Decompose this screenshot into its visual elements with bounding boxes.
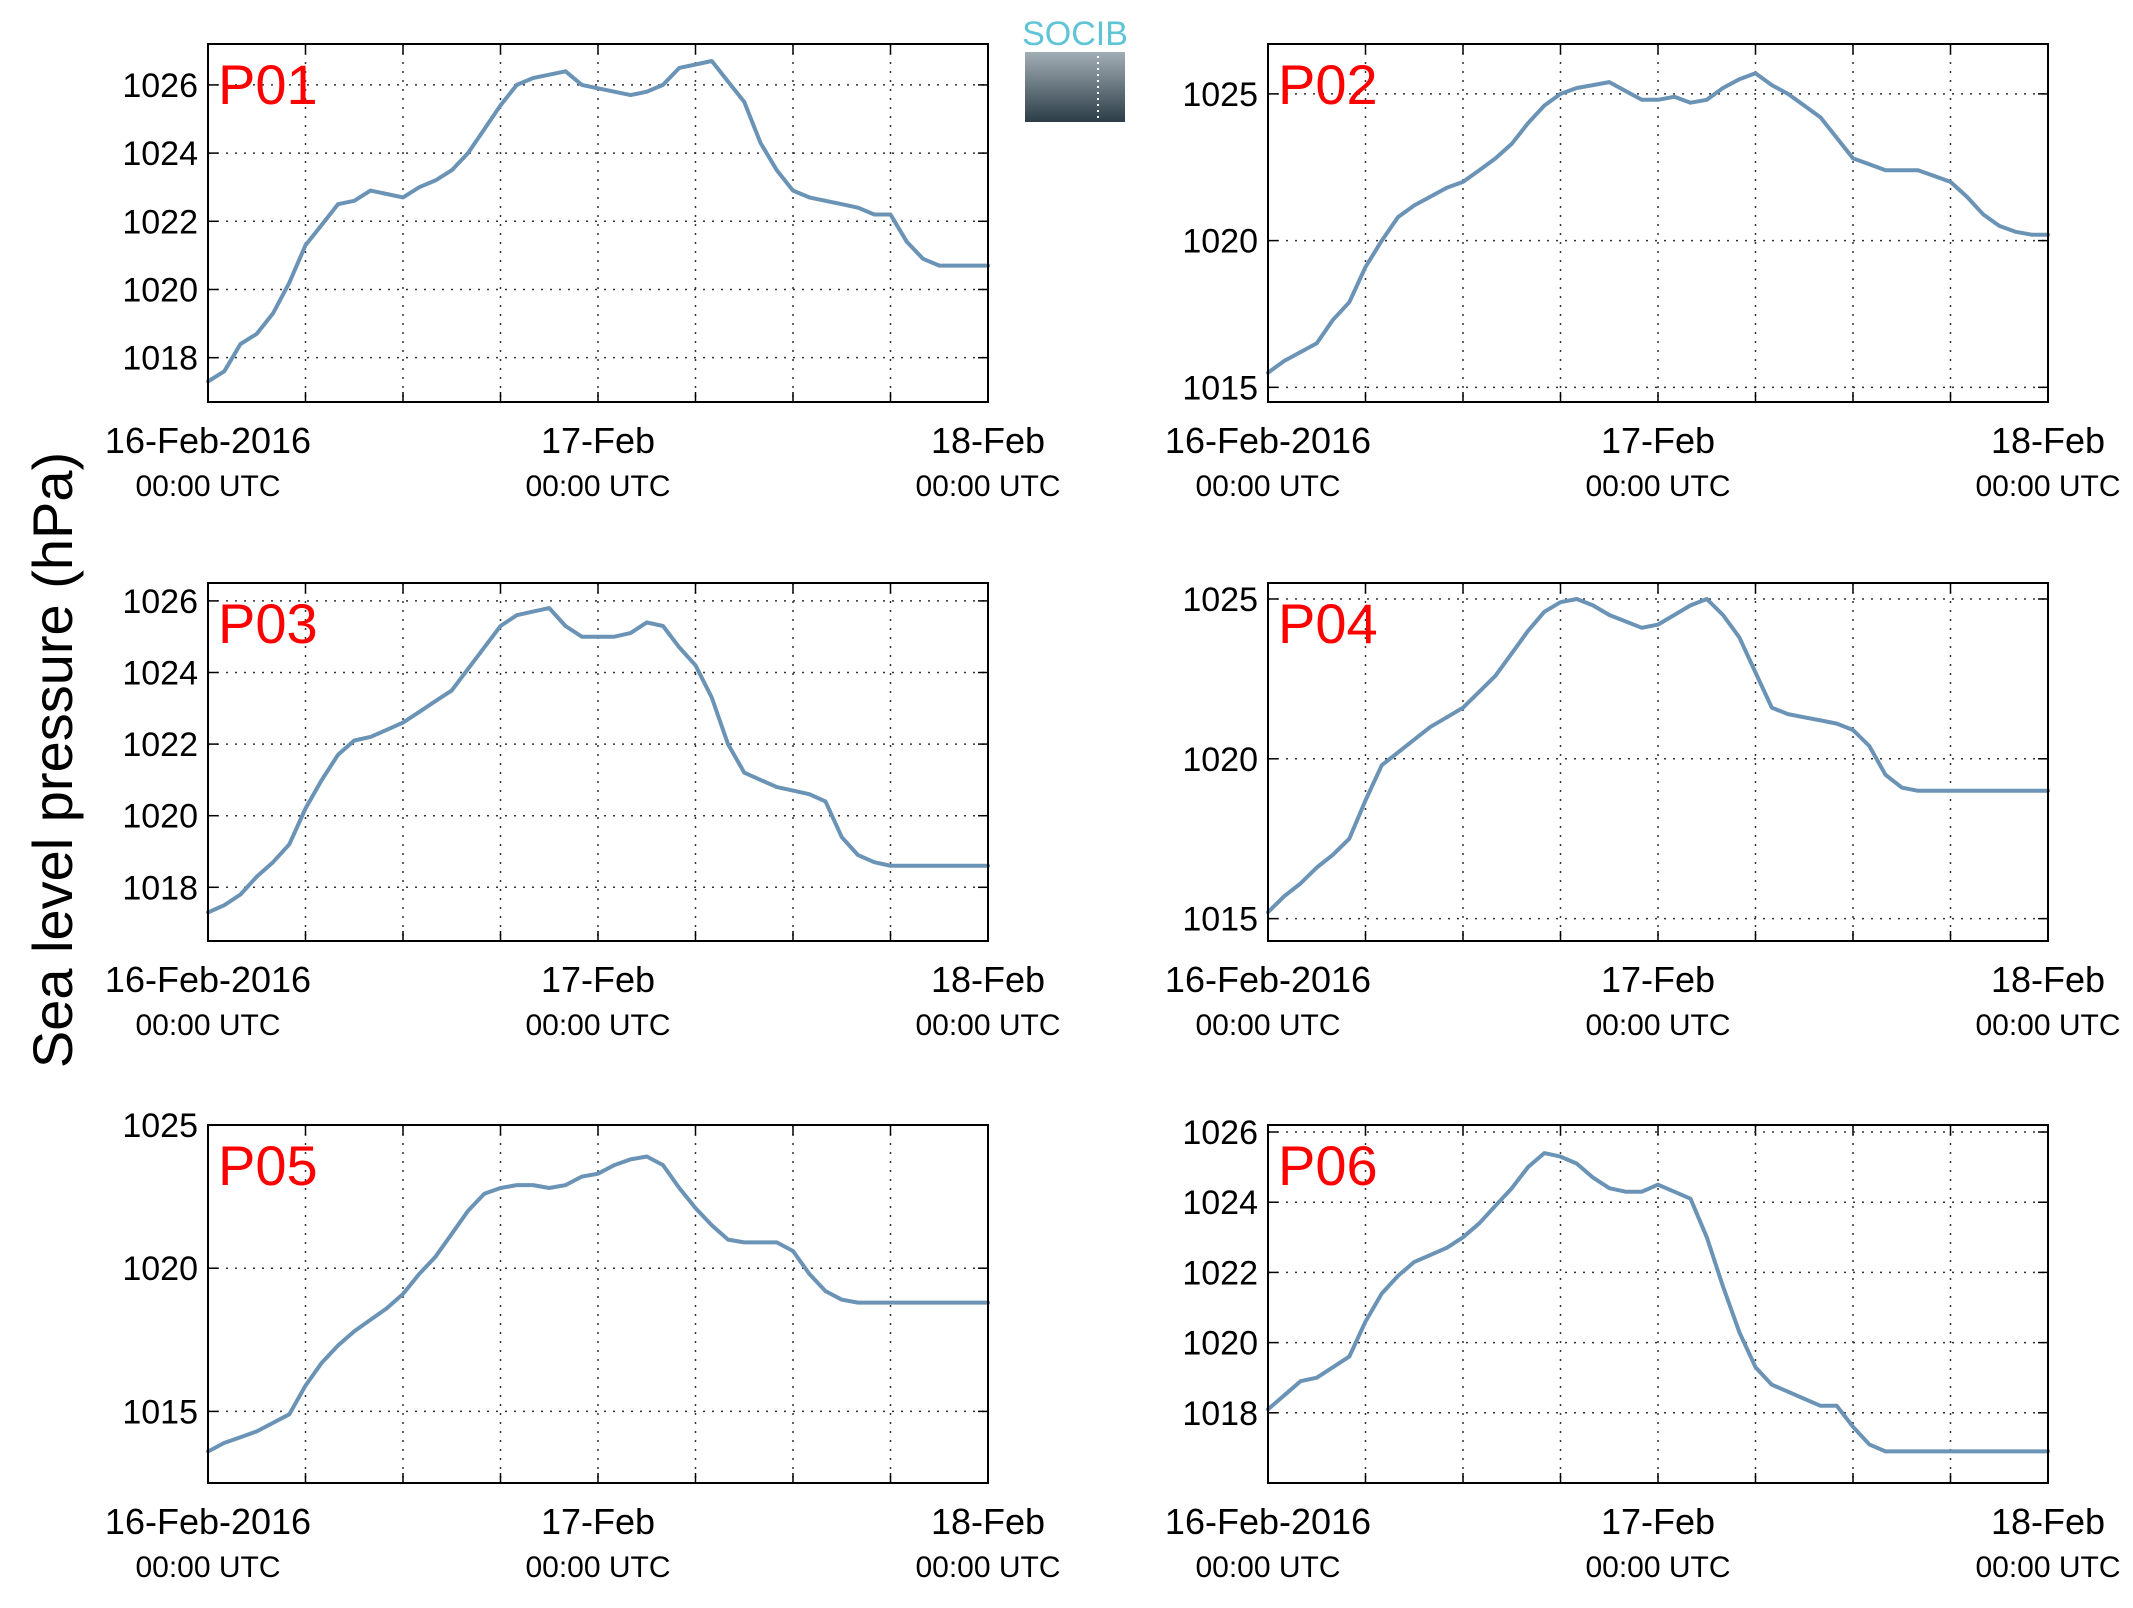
- y-tick-label: 1018: [1182, 1395, 1258, 1433]
- panels-layer: 1018 1020 1022 1024 1026 P01 16-Feb-2016 00:00 …: [105, 43, 2121, 1584]
- y-axis-label: Sea level pressure (hPa): [21, 452, 84, 1068]
- x-tick-label: 16-Feb-2016: [105, 959, 311, 1000]
- y-tick-label: 1018: [122, 340, 198, 378]
- y-tick-label: 1026: [122, 583, 198, 621]
- x-tick-sublabel: 00:00 UTC: [1585, 1551, 1730, 1584]
- y-tick-label: 1015: [1182, 901, 1258, 939]
- x-tick-label: 16-Feb-2016: [1165, 959, 1371, 1000]
- x-tick-label: 18-Feb: [931, 1501, 1045, 1542]
- x-tick-label: 18-Feb: [1991, 420, 2105, 461]
- socib-logo-text: SOCIB: [1022, 15, 1128, 53]
- y-tick-label: 1015: [122, 1393, 198, 1431]
- series-line: [1266, 597, 2050, 915]
- y-tick-label: 1015: [1182, 369, 1258, 407]
- panel-p06: 1018 1020 1022 1024 1026 P06 16-Feb-2016 00:00 …: [1165, 1114, 2121, 1584]
- y-tick-label: 1020: [122, 798, 198, 836]
- x-tick-label: 16-Feb-2016: [105, 1501, 311, 1542]
- plot-frame: [1267, 43, 2049, 403]
- series-line: [206, 606, 990, 915]
- y-tick-label: 1025: [122, 1107, 198, 1145]
- panel-label: P06: [1278, 1134, 1378, 1197]
- x-tick-label: 18-Feb: [931, 420, 1045, 461]
- y-tick-label: 1024: [122, 655, 198, 693]
- y-tick-label: 1022: [122, 726, 198, 764]
- x-tick-sublabel: 00:00 UTC: [135, 470, 280, 503]
- x-tick-label: 17-Feb: [1601, 420, 1715, 461]
- x-tick-label: 17-Feb: [541, 420, 655, 461]
- panel-p05: 1015 1020 1025 P05 16-Feb-2016 00:00 UTC 17-Fe…: [105, 1107, 1061, 1584]
- panel-label: P03: [218, 592, 318, 655]
- x-tick-sublabel: 00:00 UTC: [1585, 470, 1730, 503]
- x-tick-sublabel: 00:00 UTC: [1975, 470, 2120, 503]
- x-tick-label: 17-Feb: [1601, 1501, 1715, 1542]
- x-tick-sublabel: 00:00 UTC: [1975, 1551, 2120, 1584]
- series-line: [1266, 1151, 2050, 1454]
- y-tick-label: 1026: [1182, 1114, 1258, 1152]
- y-tick-label: 1022: [122, 203, 198, 241]
- series-line: [1266, 71, 2050, 375]
- y-tick-label: 1020: [1182, 1325, 1258, 1363]
- panel-p04: 1015 1020 1025 P04 16-Feb-2016 00:00 UTC 17-Fe…: [1165, 581, 2121, 1042]
- x-tick-sublabel: 00:00 UTC: [525, 470, 670, 503]
- plot-frame: [207, 43, 989, 403]
- y-tick-label: 1024: [122, 135, 198, 173]
- x-tick-sublabel: 00:00 UTC: [915, 1009, 1060, 1042]
- x-tick-label: 17-Feb: [541, 959, 655, 1000]
- x-tick-label: 16-Feb-2016: [1165, 1501, 1371, 1542]
- series-line: [206, 1154, 990, 1454]
- x-tick-sublabel: 00:00 UTC: [135, 1009, 280, 1042]
- x-tick-label: 16-Feb-2016: [1165, 420, 1371, 461]
- x-tick-sublabel: 00:00 UTC: [525, 1009, 670, 1042]
- x-tick-sublabel: 00:00 UTC: [915, 470, 1060, 503]
- y-tick-label: 1024: [1182, 1184, 1258, 1222]
- plot-frame: [1267, 582, 2049, 942]
- panel-label: P01: [218, 53, 318, 116]
- panel-label: P05: [218, 1134, 318, 1197]
- x-tick-sublabel: 00:00 UTC: [1195, 470, 1340, 503]
- y-tick-label: 1025: [1182, 76, 1258, 114]
- x-tick-label: 18-Feb: [1991, 959, 2105, 1000]
- panel-p01: 1018 1020 1022 1024 1026 P01 16-Feb-2016 00:00 …: [105, 43, 1061, 503]
- panel-p02: 1015 1020 1025 P02 16-Feb-2016 00:00 UTC 17-Fe…: [1165, 43, 2121, 503]
- y-tick-label: 1020: [122, 271, 198, 309]
- y-tick-label: 1020: [1182, 741, 1258, 779]
- x-tick-sublabel: 00:00 UTC: [1195, 1009, 1340, 1042]
- panel-p03: 1018 1020 1022 1024 1026 P03 16-Feb-2016 00:00 …: [105, 582, 1061, 1042]
- y-tick-label: 1018: [122, 869, 198, 907]
- x-tick-sublabel: 00:00 UTC: [915, 1551, 1060, 1584]
- x-tick-label: 18-Feb: [1991, 1501, 2105, 1542]
- x-tick-label: 16-Feb-2016: [105, 420, 311, 461]
- x-tick-label: 17-Feb: [541, 1501, 655, 1542]
- plot-frame: [1267, 1124, 2049, 1484]
- x-tick-sublabel: 00:00 UTC: [1585, 1009, 1730, 1042]
- plot-frame: [207, 1124, 989, 1484]
- x-tick-sublabel: 00:00 UTC: [1195, 1551, 1340, 1584]
- y-tick-label: 1026: [122, 67, 198, 105]
- x-tick-sublabel: 00:00 UTC: [525, 1551, 670, 1584]
- x-tick-label: 18-Feb: [931, 959, 1045, 1000]
- x-tick-label: 17-Feb: [1601, 959, 1715, 1000]
- panel-label: P02: [1278, 53, 1378, 116]
- y-tick-label: 1020: [1182, 223, 1258, 261]
- socib-logo: SOCIB: [1022, 15, 1128, 122]
- y-tick-label: 1025: [1182, 581, 1258, 619]
- y-tick-label: 1020: [122, 1250, 198, 1288]
- x-tick-sublabel: 00:00 UTC: [135, 1551, 280, 1584]
- y-tick-label: 1022: [1182, 1254, 1258, 1292]
- socib-logo-box: [1025, 52, 1125, 122]
- panel-label: P04: [1278, 592, 1378, 655]
- x-tick-sublabel: 00:00 UTC: [1975, 1009, 2120, 1042]
- series-line: [206, 59, 990, 384]
- plot-frame: [207, 582, 989, 942]
